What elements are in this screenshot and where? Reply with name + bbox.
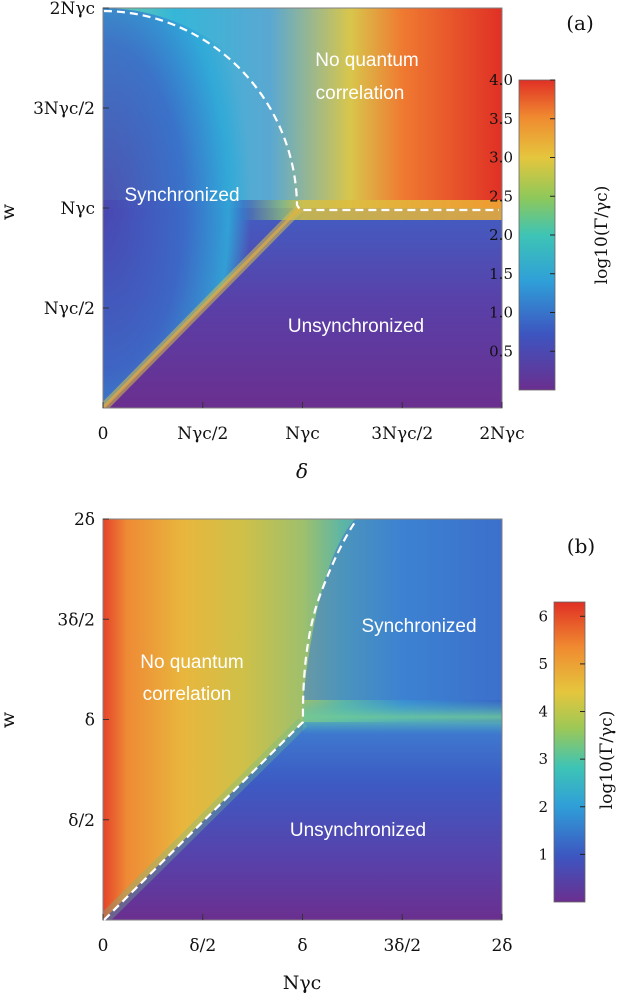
y-ticks-b: δ/2 δ 3δ/2 2δ (57, 510, 109, 831)
colorbar-tick-label: 2 (538, 798, 548, 816)
phase-boundary-b (103, 521, 356, 921)
colorbar-tick-label: 1.5 (489, 265, 513, 283)
heatmap-a (103, 8, 502, 408)
colorbar-ticks-a: 0.5 1.0 1.5 2.0 2.5 3.0 3.5 4.0 (489, 71, 555, 360)
x-ticks-b: 0 δ/2 δ 3δ/2 2δ (98, 914, 513, 956)
colorbar-tick-label: 6 (538, 607, 548, 625)
y-axis-label-b: w (0, 711, 19, 728)
colorbar-tick-label: 4 (538, 703, 548, 721)
y-tick-label: 3Nγc/2 (33, 99, 95, 119)
y-tick-label: Nγc/2 (44, 299, 95, 319)
x-tick-label: Nγc (285, 424, 320, 444)
region-label-synchronized-a: Synchronized (124, 185, 239, 206)
region-label-synchronized-b: Synchronized (361, 616, 476, 637)
colorbar-tick-label: 5 (538, 655, 548, 673)
y-tick-label: δ (85, 711, 95, 731)
x-axis-label-b: Nγc (283, 972, 322, 994)
region-label-no-quantum-b-line1: No quantum (140, 652, 244, 673)
region-label-no-quantum-a-line1: No quantum (315, 50, 419, 71)
region-label-no-quantum-b-line2: correlation (143, 684, 232, 705)
x-tick-label: 0 (98, 936, 109, 956)
x-tick-label: 0 (98, 424, 109, 444)
region-label-no-quantum-a-line2: correlation (316, 83, 405, 104)
panel-label-a: (a) (566, 11, 594, 35)
panel-b: Synchronized No quantum correlation Unsy… (0, 510, 617, 994)
colorbar-tick-label: 2.5 (489, 187, 513, 205)
x-tick-label: 3Nγc/2 (371, 424, 433, 444)
y-tick-label: δ/2 (68, 811, 95, 831)
colorbar-a (518, 79, 556, 391)
colorbar-tick-label: 3.5 (489, 110, 513, 128)
x-tick-label: 3δ/2 (383, 936, 421, 956)
colorbar-tick-label: 3.0 (489, 149, 513, 167)
region-label-unsynchronized-a: Unsynchronized (288, 316, 424, 337)
colorbar-tick-label: 3 (538, 750, 548, 768)
x-tick-label: δ/2 (189, 936, 216, 956)
colorbar-label-a: log10(Γ/γc) (592, 186, 612, 285)
y-axis-label-a: w (0, 203, 19, 220)
x-tick-label: Nγc/2 (177, 424, 228, 444)
colorbar-label-b: log10(Γ/γc) (597, 711, 617, 810)
colorbar-tick-label: 1.0 (489, 304, 513, 322)
region-label-unsynchronized-b: Unsynchronized (290, 820, 426, 841)
phase-boundary-a (103, 9, 499, 212)
x-tick-label: 2δ (491, 936, 512, 956)
x-tick-label: δ (297, 936, 307, 956)
colorbar-ticks-b: 1 2 3 4 5 6 (538, 607, 585, 863)
y-tick-label: Nγc (60, 199, 95, 219)
x-ticks-a: 0 Nγc/2 Nγc 3Nγc/2 2Nγc (98, 402, 525, 444)
colorbar-tick-label: 1 (538, 845, 548, 863)
colorbar-tick-label: 2.0 (489, 226, 513, 244)
y-ticks-a: Nγc/2 Nγc 3Nγc/2 2Nγc (33, 0, 109, 319)
colorbar-b (553, 601, 586, 903)
panel-label-b: (b) (567, 534, 595, 558)
heatmap-b (103, 519, 502, 920)
y-tick-label: 3δ/2 (57, 610, 95, 630)
y-tick-label: 2Nγc (50, 0, 95, 19)
x-axis-label-a: δ (296, 459, 308, 483)
colorbar-tick-label: 4.0 (489, 71, 513, 89)
colorbar-tick-label: 0.5 (489, 342, 513, 360)
y-tick-label: 2δ (74, 510, 95, 530)
panel-a: Synchronized No quantum correlation Unsy… (0, 0, 612, 483)
x-tick-label: 2Nγc (479, 424, 524, 444)
